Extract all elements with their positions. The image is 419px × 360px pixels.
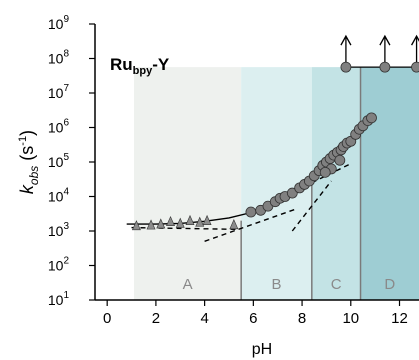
data-point-triangle <box>202 214 212 225</box>
data-point-triangle <box>195 216 205 227</box>
region-label-a: A <box>183 276 193 293</box>
region-a <box>133 67 242 300</box>
x-tick-label: 12 <box>391 310 408 327</box>
y-ticks: 101 102 103 104 105 106 107 108 109 <box>48 14 95 308</box>
data-point-circle <box>379 61 391 73</box>
y-tick-label: 102 <box>48 256 70 274</box>
data-point-triangle <box>166 215 175 226</box>
data-points <box>131 34 419 231</box>
y-tick-label: 105 <box>48 152 70 170</box>
x-tick-label: 8 <box>298 310 306 327</box>
asymptote-line <box>291 180 332 232</box>
title-suffix: -Y <box>152 55 170 74</box>
y-tick-label: 109 <box>48 14 70 32</box>
x-tick-label: 10 <box>342 310 359 327</box>
data-point-circle <box>286 187 298 199</box>
data-point-triangle <box>185 214 195 225</box>
data-point-triangle <box>229 219 239 230</box>
region-shading: A B C D <box>133 67 419 300</box>
y-tick-label: 108 <box>48 49 70 67</box>
data-point-triangle <box>146 219 156 230</box>
region-c <box>311 67 361 300</box>
y-tick-label: 106 <box>48 118 70 136</box>
data-point-circle <box>245 206 257 218</box>
region-label-d: D <box>384 276 395 293</box>
y-tick-label: 107 <box>48 83 70 101</box>
data-point-circle <box>319 166 331 178</box>
data-point-circle <box>334 154 346 166</box>
y-axis-label: kobs (s-1) <box>17 130 41 194</box>
y-tick-label: 101 <box>48 290 70 308</box>
chart-title: Rubpy-Y <box>110 55 170 77</box>
ylabel-unit-open: (s <box>17 146 37 166</box>
region-label-b: B <box>271 276 281 293</box>
x-ticks: 0 2 4 6 8 10 12 <box>103 300 408 327</box>
region-d <box>360 67 419 300</box>
arrowhead-icon <box>340 34 352 46</box>
arrowhead-icon <box>410 34 419 46</box>
x-tick-label: 6 <box>249 310 257 327</box>
ylabel-symbol: k <box>17 184 37 194</box>
ylabel-subscript: obs <box>27 166 41 185</box>
x-tick-label: 4 <box>200 310 208 327</box>
title-subscript: bpy <box>133 65 153 77</box>
data-point-circle <box>366 112 377 124</box>
ylabel-unit-exp: -1 <box>17 136 29 146</box>
arrowhead-icon <box>379 34 391 46</box>
data-point-triangle <box>175 217 185 228</box>
asymptote-line <box>204 207 298 242</box>
title-main: Ru <box>110 55 133 74</box>
data-point-circle <box>340 61 352 73</box>
x-tick-label: 2 <box>152 310 160 327</box>
x-tick-label: 0 <box>103 310 111 327</box>
data-point-triangle <box>131 220 141 231</box>
y-tick-label: 103 <box>48 221 70 239</box>
ylabel-unit-close: ) <box>17 130 37 136</box>
data-point-triangle <box>156 218 166 229</box>
region-label-c: C <box>331 276 342 293</box>
data-point-circle <box>411 61 419 73</box>
y-tick-label: 104 <box>48 187 70 205</box>
x-axis-label: pH <box>252 341 272 358</box>
